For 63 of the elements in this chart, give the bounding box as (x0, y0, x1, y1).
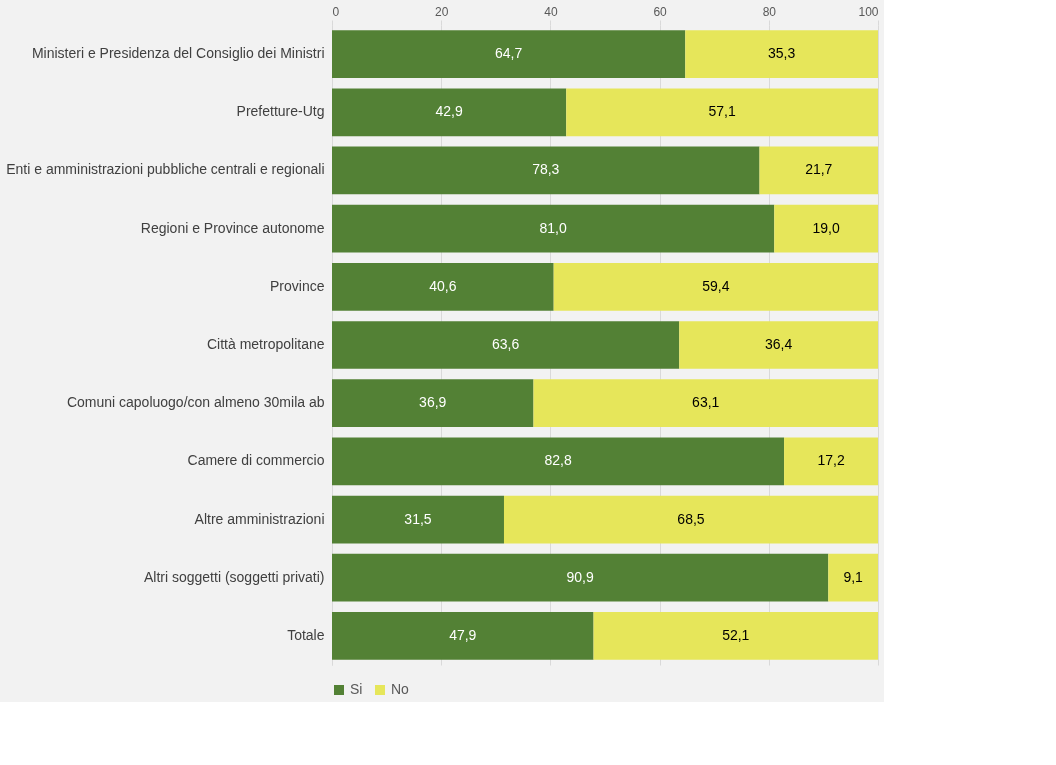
x-tick-label: 0 (332, 4, 340, 19)
bar (566, 88, 878, 137)
y-tick-label: Ministeri e Presidenza del Consiglio dei Ministri (31, 45, 325, 62)
bar (553, 262, 878, 311)
y-tick-label: Altri soggetti (soggetti privati) (143, 568, 325, 585)
y-tick-label: Città metropolitane (206, 336, 325, 352)
data-label: 36,9 (419, 394, 447, 411)
bar (332, 379, 534, 428)
bar (332, 262, 554, 311)
y-tick-label: Totale (287, 626, 325, 643)
x-tick-label: 60 (653, 4, 668, 19)
bar (332, 437, 785, 486)
bar (679, 321, 878, 369)
bar (332, 88, 567, 137)
data-label: 21,7 (805, 161, 833, 178)
bar (332, 495, 504, 544)
data-label: 42,9 (435, 103, 463, 120)
bar (332, 321, 680, 369)
data-label: 9,1 (843, 568, 864, 585)
bar (685, 30, 878, 78)
bar (759, 146, 878, 195)
legend-label: No (391, 681, 410, 697)
bar (784, 437, 878, 486)
data-label: 31,5 (404, 510, 432, 527)
data-label: 57,1 (708, 103, 736, 120)
data-label: 47,9 (449, 626, 477, 643)
data-label: 68,5 (677, 510, 705, 527)
y-tick-label: Altre amministrazioni (194, 510, 325, 527)
bar (332, 612, 594, 660)
bar (332, 204, 775, 253)
data-label: 35,3 (768, 45, 796, 62)
data-label: 63,6 (492, 336, 520, 352)
bar (332, 30, 686, 78)
x-tick-label: 20 (435, 4, 449, 19)
data-label: 59,4 (702, 277, 730, 294)
y-tick-label: Province (270, 277, 325, 294)
y-tick-label: Comuni capoluogo/con almeno 30mila ab (66, 394, 325, 411)
data-label: 81,0 (539, 219, 567, 236)
data-label: 17,2 (817, 452, 845, 469)
data-label: 90,9 (566, 568, 594, 585)
bar (332, 553, 829, 602)
data-label: 64,7 (495, 45, 523, 62)
y-tick-label: Enti e amministrazioni pubbliche centrali e regionali (6, 161, 325, 178)
bar (533, 379, 878, 428)
x-tick-label: 40 (544, 4, 558, 19)
bar (593, 612, 878, 660)
data-label: 19,0 (812, 219, 840, 236)
bar (774, 204, 878, 253)
legend-label: Si (350, 681, 363, 697)
x-tick-label: 100 (858, 4, 879, 19)
bar (332, 146, 760, 195)
data-label: 52,1 (722, 626, 750, 643)
x-tick-label: 80 (762, 4, 777, 19)
bar (503, 495, 878, 544)
data-label: 40,6 (429, 277, 457, 294)
bar (828, 553, 878, 602)
data-label: 78,3 (532, 161, 560, 178)
y-tick-label: Regioni e Province autonome (140, 219, 325, 236)
y-tick-label: Prefetture-Utg (236, 103, 325, 120)
data-label: 36,4 (765, 336, 793, 352)
data-label: 63,1 (692, 394, 720, 411)
data-label: 82,8 (544, 452, 572, 469)
y-tick-label: Camere di commercio (187, 452, 325, 469)
